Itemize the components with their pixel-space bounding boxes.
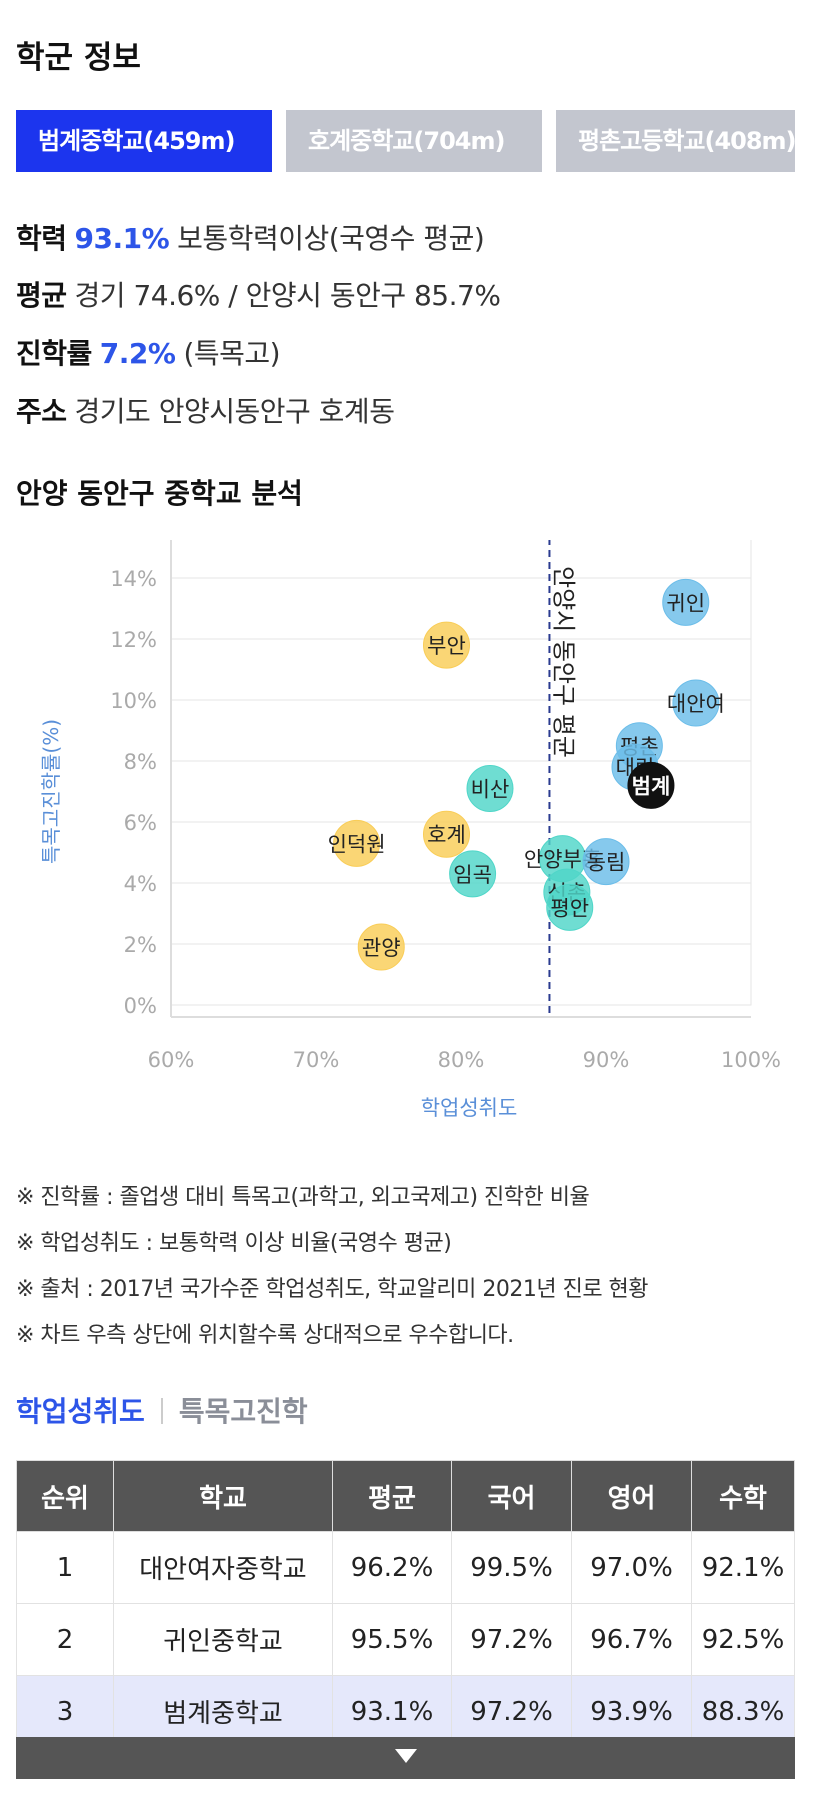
data-point-label: 호계 <box>427 823 466 847</box>
info-advance: 진학률 7.2% (특목고) <box>16 332 281 372</box>
note-item: ※ 학업성취도 : 보통학력 이상 비율(국영수 평균) <box>16 1231 452 1256</box>
chart-notes: ※ 진학률 : 졸업생 대비 특목고(과학고, 외고국제고) 진학한 비율 ※ … <box>16 1175 649 1359</box>
info-address: 주소 경기도 안양시동안구 호계동 <box>16 390 395 430</box>
y-tick-label: 2% <box>124 933 157 957</box>
data-point-label: 관양 <box>362 936 401 960</box>
info-academic-label: 학력 <box>16 222 67 255</box>
school-tabs: 범계중학교(459m) 호계중학교(704m) 평촌고등학교(408m) <box>16 110 795 172</box>
y-axis-title: 특목고진학률(%) <box>39 719 63 864</box>
data-point-label: 범계 <box>632 774 671 798</box>
cell-average: 93.1% <box>332 1675 452 1748</box>
data-point-label: 평안 <box>550 896 589 920</box>
y-tick-label: 12% <box>110 628 157 652</box>
info-average: 평균 경기 74.6% / 안양시 동안구 85.7% <box>16 274 501 314</box>
expand-table-button[interactable] <box>16 1737 795 1779</box>
data-point-대안여 <box>672 679 720 727</box>
table-row-highlighted[interactable]: 3 범계중학교 93.1% 97.2% 93.9% 88.3% <box>16 1675 795 1748</box>
y-tick-label: 6% <box>124 811 157 835</box>
info-advance-value: 7.2% <box>99 337 176 370</box>
data-point-임곡 <box>449 850 497 898</box>
y-tick-label: 10% <box>110 689 157 713</box>
data-point-label: 부안 <box>427 634 466 658</box>
cell-school: 귀인중학교 <box>113 1603 333 1676</box>
ranking-table: 순위 학교 평균 국어 영어 수학 1 대안여자중학교 96.2% 99.5% … <box>16 1460 795 1748</box>
y-tick-label: 0% <box>124 994 157 1018</box>
tab-special-high[interactable]: 특목고진학 <box>178 1395 308 1428</box>
chevron-down-icon <box>394 1749 417 1763</box>
cell-average: 96.2% <box>332 1531 452 1604</box>
info-academic-value: 93.1% <box>74 222 170 255</box>
x-tick-label: 70% <box>293 1048 340 1072</box>
cell-rank: 1 <box>16 1531 114 1604</box>
data-point-label: 귀인 <box>666 591 705 615</box>
tab-academic[interactable]: 학업성취도 <box>16 1395 145 1428</box>
data-point-관양 <box>357 923 405 971</box>
info-average-text: 경기 74.6% / 안양시 동안구 85.7% <box>74 279 501 312</box>
header-math: 수학 <box>691 1460 795 1532</box>
cell-math: 88.3% <box>691 1675 795 1748</box>
note-item: ※ 출처 : 2017년 국가수준 학업성취도, 학교알리미 2021년 진로 … <box>16 1277 649 1302</box>
data-point-label: 대안여 <box>667 692 725 716</box>
info-advance-text: (특목고) <box>183 337 281 370</box>
x-tick-label: 80% <box>438 1048 485 1072</box>
data-point-범계 <box>627 761 675 809</box>
table-header-row: 순위 학교 평균 국어 영어 수학 <box>16 1460 795 1532</box>
header-korean: 국어 <box>451 1460 572 1532</box>
y-tick-label: 14% <box>110 567 157 591</box>
note-item: ※ 진학률 : 졸업생 대비 특목고(과학고, 외고국제고) 진학한 비율 <box>16 1185 590 1210</box>
page-title: 학군 정보 <box>16 40 141 76</box>
info-address-label: 주소 <box>16 395 67 428</box>
data-point-부안 <box>423 621 470 669</box>
tab-school-3[interactable]: 평촌고등학교(408m) <box>556 110 795 172</box>
data-point-평안 <box>546 883 594 931</box>
tab-school-1[interactable]: 범계중학교(459m) <box>16 110 272 172</box>
cell-korean: 97.2% <box>451 1603 572 1676</box>
header-english: 영어 <box>571 1460 692 1532</box>
cell-rank: 2 <box>16 1603 114 1676</box>
data-point-동림 <box>582 838 630 886</box>
cell-english: 93.9% <box>571 1675 692 1748</box>
header-school: 학교 <box>113 1460 333 1532</box>
x-tick-label: 90% <box>583 1048 630 1072</box>
chart-section-title: 안양 동안구 중학교 분석 <box>16 477 303 510</box>
header-average: 평균 <box>332 1460 452 1532</box>
info-academic: 학력 93.1% 보통학력이상(국영수 평균) <box>16 217 485 257</box>
info-academic-text: 보통학력이상(국영수 평균) <box>177 222 485 255</box>
cell-school: 대안여자중학교 <box>113 1531 333 1604</box>
cell-english: 96.7% <box>571 1603 692 1676</box>
data-point-label: 동림 <box>587 851 626 875</box>
data-point-label: 임곡 <box>453 863 492 887</box>
data-point-label: 비산 <box>471 777 510 801</box>
table-row[interactable]: 2 귀인중학교 95.5% 97.2% 96.7% 92.5% <box>16 1603 795 1676</box>
data-point-인덕원 <box>333 819 381 867</box>
cell-math: 92.5% <box>691 1603 795 1676</box>
note-item: ※ 차트 우측 상단에 위치할수록 상대적으로 우수합니다. <box>16 1323 514 1348</box>
x-tick-label: 100% <box>721 1048 781 1072</box>
cell-korean: 97.2% <box>451 1675 572 1748</box>
x-axis-title: 학업성취도 <box>421 1096 518 1120</box>
info-advance-label: 진학률 <box>16 337 92 370</box>
cell-rank: 3 <box>16 1675 114 1748</box>
cell-english: 97.0% <box>571 1531 692 1604</box>
ranking-tabs: 학업성취도 특목고진학 <box>16 1390 308 1430</box>
cell-korean: 99.5% <box>451 1531 572 1604</box>
table-row[interactable]: 1 대안여자중학교 96.2% 99.5% 97.0% 92.1% <box>16 1531 795 1604</box>
average-reference-label: 안양시 동안구 평균 <box>549 566 577 758</box>
y-tick-label: 8% <box>124 750 157 774</box>
x-tick-label: 60% <box>148 1048 195 1072</box>
data-point-귀인 <box>662 578 710 626</box>
header-rank: 순위 <box>16 1460 114 1532</box>
scatter-chart: 0% 2% 4% 6% 8% 10% 12% 14% 60% 70% 80% 90% 100% 학업성취도… <box>39 540 781 1120</box>
y-tick-label: 4% <box>124 872 157 896</box>
data-point-비산 <box>466 764 514 812</box>
info-address-text: 경기도 안양시동안구 호계동 <box>74 395 395 428</box>
cell-average: 95.5% <box>332 1603 452 1676</box>
cell-math: 92.1% <box>691 1531 795 1604</box>
info-average-label: 평균 <box>16 279 67 312</box>
data-point-label: 인덕원 <box>328 832 386 856</box>
data-point-호계 <box>423 810 470 858</box>
tab-divider <box>160 1398 163 1424</box>
tab-school-2[interactable]: 호계중학교(704m) <box>286 110 542 172</box>
